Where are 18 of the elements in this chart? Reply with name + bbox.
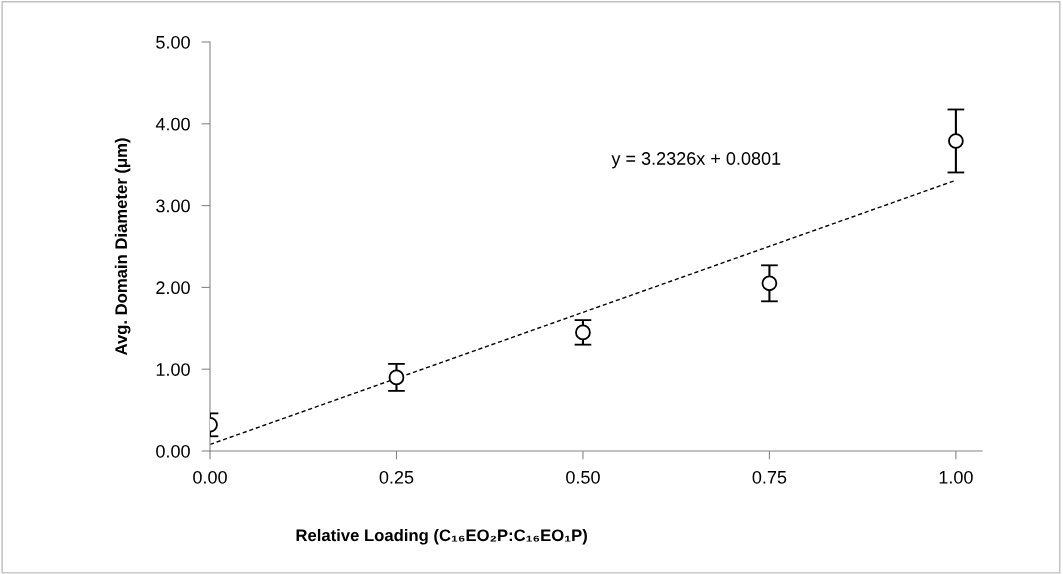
- y-tick-label: 1.00: [156, 363, 190, 376]
- x-tick-label: 1.00: [939, 470, 973, 484]
- x-tick-label: 0.75: [752, 470, 787, 484]
- y-tick-label: 0.00: [156, 444, 190, 458]
- annotation: y = 3.2326x + 0.0801: [611, 152, 781, 169]
- point: [948, 133, 964, 149]
- point: [575, 324, 591, 341]
- point: [388, 369, 405, 386]
- y-tick-label: 2.00: [156, 281, 190, 295]
- y-axis-title: Avg. Domain Diameter (μm): [114, 138, 131, 356]
- x-tick-label: 0.00: [193, 470, 227, 484]
- y-tick-label: 4.00: [155, 117, 190, 131]
- y-tick-label: 3.00: [156, 199, 190, 213]
- x-tick-label: 0.25: [379, 470, 414, 484]
- y-tick-label: 5.00: [156, 35, 190, 49]
- x-axis-title: Relative Loading (C₁₆EO₂P:C₁₆EO₁P): [296, 528, 587, 545]
- x-tick-label: 0.50: [566, 470, 600, 484]
- point: [761, 275, 778, 292]
